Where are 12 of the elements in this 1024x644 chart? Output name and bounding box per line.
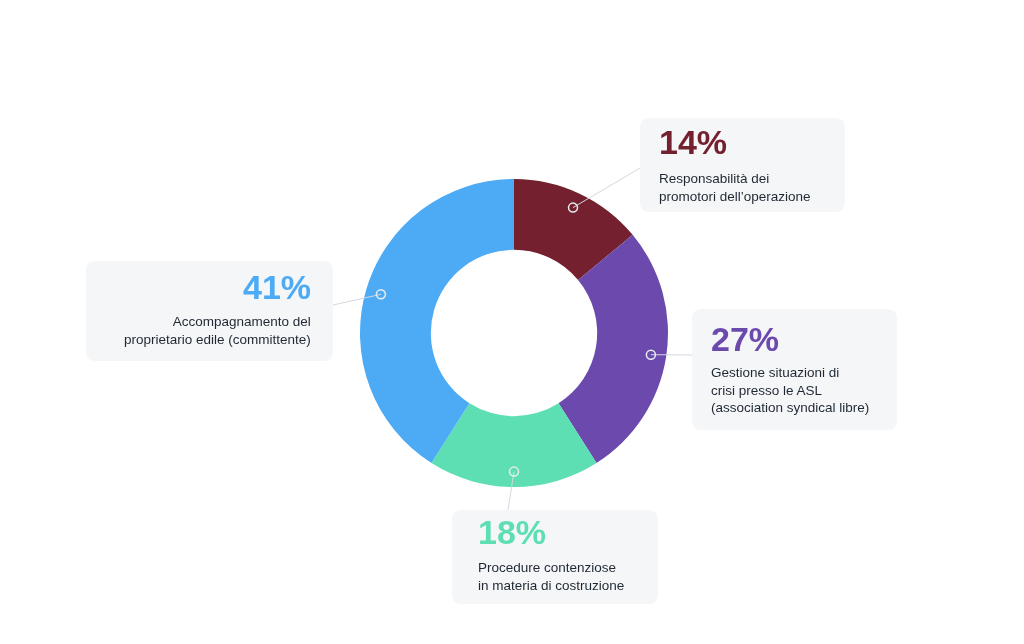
- data-label: 27%: [711, 320, 780, 358]
- donut-slice: [514, 179, 633, 280]
- data-label: 14%: [659, 123, 728, 161]
- donut-slice: [431, 403, 597, 487]
- data-label: 41%: [243, 268, 312, 306]
- donut-slice: [360, 179, 514, 464]
- data-label: 18%: [478, 513, 547, 551]
- slice-label: Responsabilità dei promotori dell’operazione: [659, 171, 811, 204]
- slice-label: Accompagnamento del proprietario edile (committente): [124, 314, 311, 347]
- slice-label: Procedure contenziose in materia di costruzione: [478, 560, 625, 593]
- donut-slice: [558, 234, 668, 464]
- slice-label: Gestione situazioni di crisi presso le ASL (association syndical libre): [711, 365, 870, 416]
